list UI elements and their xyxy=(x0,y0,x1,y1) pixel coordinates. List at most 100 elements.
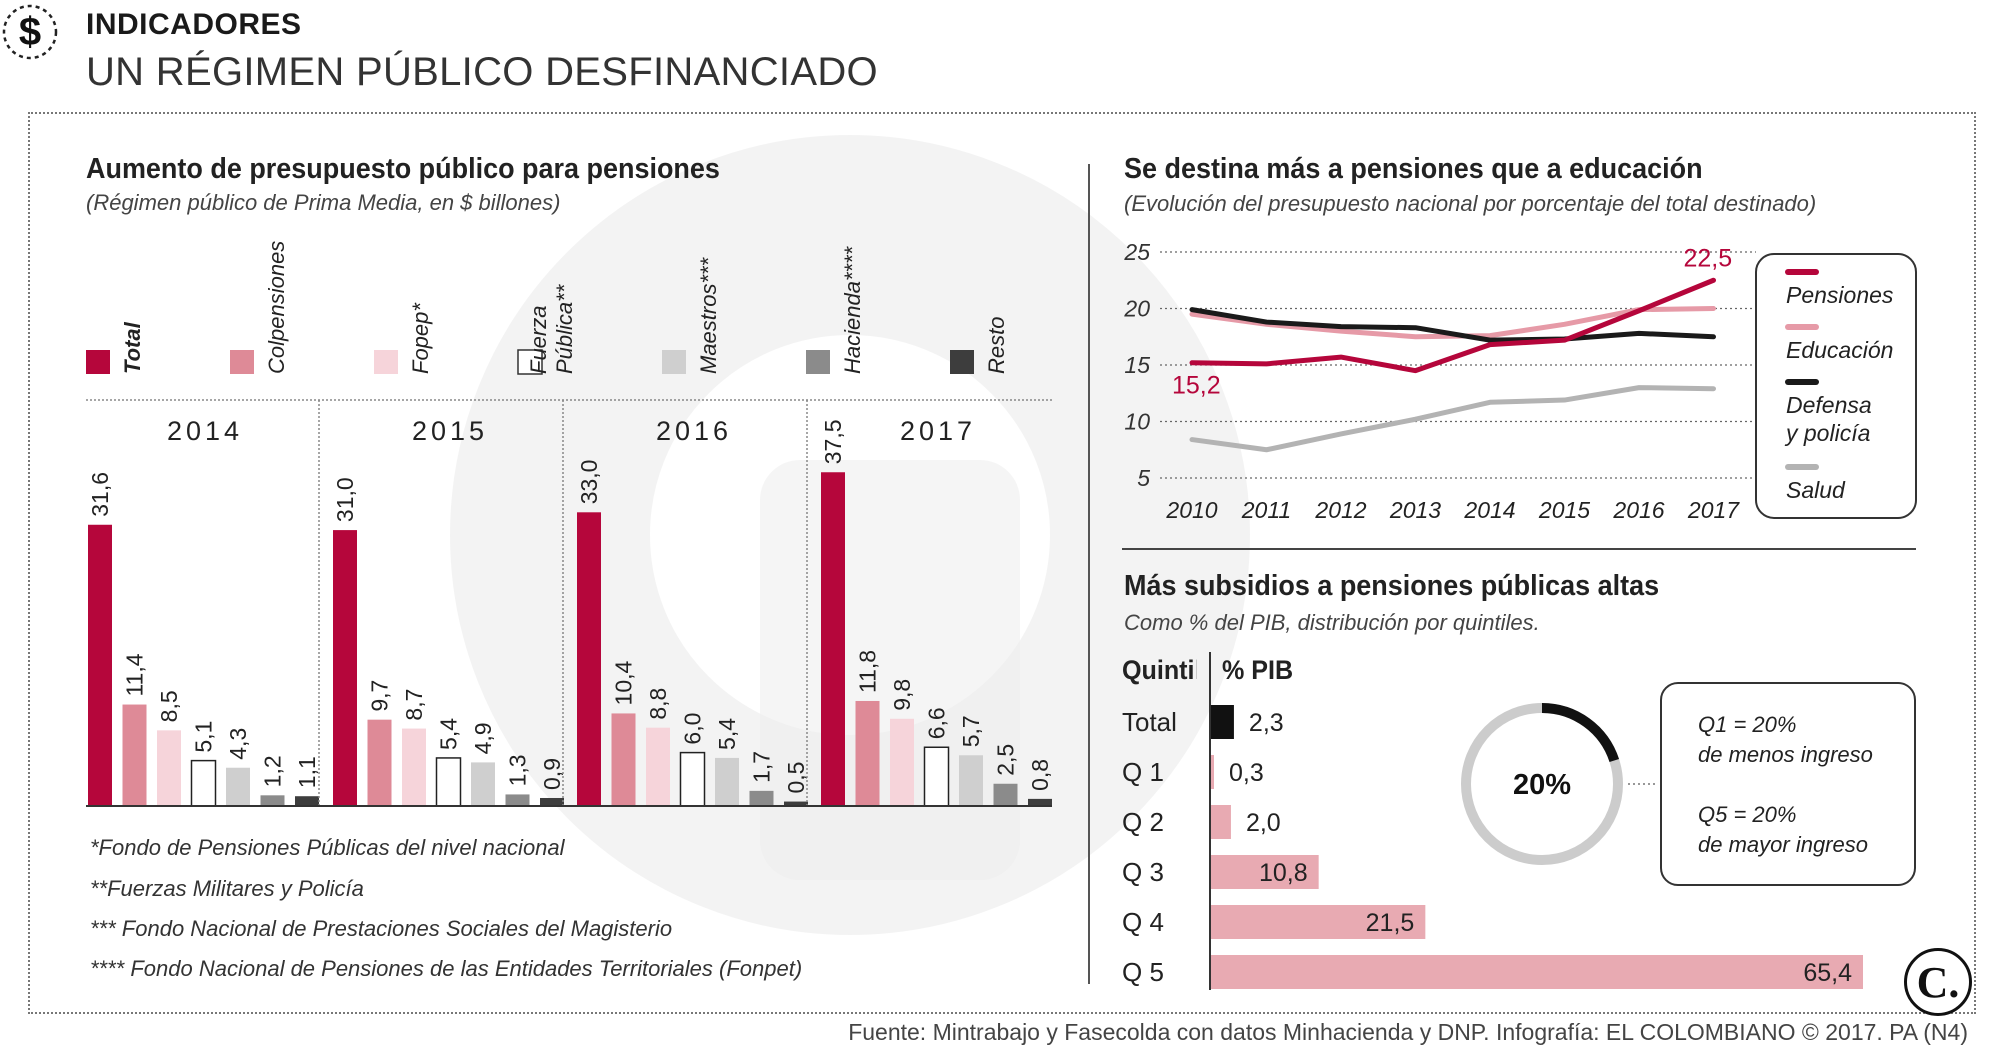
y-tick-20: 20 xyxy=(1123,296,1150,322)
bar-total-2014 xyxy=(88,524,112,806)
bar-value-colpensiones-2015: 9,7 xyxy=(367,680,393,712)
bar-fopep-2017 xyxy=(890,718,914,806)
column-divider xyxy=(1088,164,1090,984)
section-divider xyxy=(1122,548,1916,550)
bar-resto-2015 xyxy=(540,797,564,806)
bar-value-hacienda-2014: 1,2 xyxy=(260,755,286,787)
bar-value-maestros-2016: 5,4 xyxy=(714,718,740,750)
y-tick-5: 5 xyxy=(1137,465,1150,491)
bar-value-hacienda-2017: 2,5 xyxy=(993,744,1019,776)
line-chart-subtitle: (Evolución del presupuesto nacional por … xyxy=(1124,191,1817,216)
bar-chart-title: Aumento de presupuesto público para pens… xyxy=(86,153,720,185)
quintil-bar-q-3 xyxy=(1211,855,1319,889)
legend-swatch-fuerza-publica xyxy=(517,349,543,375)
quintil-bar-total xyxy=(1211,705,1234,739)
bar-value-fopep-2016: 8,8 xyxy=(645,688,671,720)
quintil-label-q-3: Q 3 xyxy=(1122,857,1164,887)
legend-label-defensa-y-policia: Defensa y policía xyxy=(1784,392,1872,446)
legend-label-educacion: Educación xyxy=(1786,337,1893,363)
pension-budget-bar-chart: Total Colpensiones Fopep* FuerzaPública** Ma… xyxy=(86,241,1053,807)
bar-value-fuerza-publica-2015: 5,4 xyxy=(436,718,462,750)
quintil-value-q-4: 21,5 xyxy=(1366,909,1415,937)
legend-swatch-total xyxy=(86,350,110,374)
bar-hacienda-2014 xyxy=(260,795,285,806)
bar-value-maestros-2017: 5,7 xyxy=(958,715,984,747)
x-tick-2015: 2015 xyxy=(1538,497,1590,523)
source-credit: Fuente: Mintrabajo y Fasecolda con datos… xyxy=(848,1019,1968,1045)
bar-value-maestros-2015: 4,9 xyxy=(470,722,496,754)
content-frame xyxy=(28,112,1976,1014)
bar-colpensiones-2016 xyxy=(611,713,636,806)
quintil-label-q-4: Q 4 xyxy=(1122,907,1164,937)
quintil-label-q-5: Q 5 xyxy=(1122,957,1164,987)
quintil-value-q-3: 10,8 xyxy=(1259,859,1308,887)
bar-colpensiones-2015 xyxy=(367,719,392,806)
bar-value-fopep-2017: 9,8 xyxy=(889,679,915,711)
bar-fopep-2016 xyxy=(646,727,670,806)
footnote-4: **** Fondo Nacional de Pensiones de las … xyxy=(90,956,803,981)
bar-value-resto-2016: 0,5 xyxy=(783,762,809,794)
footnote-2: **Fuerzas Militares y Policía xyxy=(90,876,364,901)
note-q1-desc: de menos ingreso xyxy=(1698,742,1873,767)
line-legend-box xyxy=(1755,253,1917,519)
quintil-bar-q-1 xyxy=(1211,755,1214,789)
note-q5: Q5 = 20% xyxy=(1698,802,1797,827)
bar-fuerza-publica-2014 xyxy=(190,759,217,807)
bar-value-total-2017: 37,5 xyxy=(820,419,846,464)
bar-value-resto-2017: 0,8 xyxy=(1027,759,1053,791)
quintil-value-q-5: 65,4 xyxy=(1803,959,1852,987)
quintil-value-q-2: 2,0 xyxy=(1246,809,1281,837)
legend-label-pensiones: Pensiones xyxy=(1786,282,1894,308)
x-tick-2013: 2013 xyxy=(1389,497,1441,523)
bar-value-resto-2015: 0,9 xyxy=(539,758,565,790)
bar-maestros-2017 xyxy=(959,755,983,806)
quintil-column-header: Quintil xyxy=(1122,655,1197,685)
year-label-2014: 2014 xyxy=(167,416,243,446)
legend-swatch-maestros xyxy=(662,350,686,374)
quintil-label-q-2: Q 2 xyxy=(1122,807,1164,837)
page-title: UN RÉGIMEN PÚBLICO DESFINANCIADO xyxy=(86,50,878,94)
bar-value-fopep-2015: 8,7 xyxy=(401,689,427,721)
y-tick-10: 10 xyxy=(1124,409,1150,435)
legend-label-colpensiones: Colpensiones xyxy=(264,241,289,374)
legend-label-fopep: Fopep* xyxy=(408,302,433,374)
bar-value-colpensiones-2017: 11,8 xyxy=(855,650,881,693)
pib-column-header: % PIB xyxy=(1222,655,1294,685)
legend-swatch-hacienda xyxy=(806,350,830,374)
quintil-label-q-1: Q 1 xyxy=(1122,757,1164,787)
quintil-note-box: Q1 = 20% de menos ingreso Q5 = 20% de ma… xyxy=(1660,682,1916,886)
bar-value-total-2016: 33,0 xyxy=(576,460,602,505)
bar-value-fopep-2014: 8,5 xyxy=(156,690,182,722)
bar-total-2016 xyxy=(577,512,601,806)
year-label-2017: 2017 xyxy=(900,416,976,446)
bar-total-2015 xyxy=(333,530,357,806)
bar-chart-subtitle: (Régimen público de Prima Media, en $ bi… xyxy=(86,190,561,215)
bar-colpensiones-2014 xyxy=(122,704,147,806)
bar-value-resto-2014: 1,1 xyxy=(294,756,320,788)
bar-value-colpensiones-2014: 11,4 xyxy=(122,653,148,696)
bar-value-fuerza-publica-2014: 5,1 xyxy=(191,721,217,753)
line-chart-title: Se destina más a pensiones que a educaci… xyxy=(1124,153,1703,185)
bar-value-total-2014: 31,6 xyxy=(87,472,113,517)
bar-fopep-2015 xyxy=(402,728,426,806)
bar-hacienda-2015 xyxy=(505,794,530,806)
line-defensa-y-policia xyxy=(1189,307,1716,343)
quintil-label-total: Total xyxy=(1122,707,1177,737)
bar-value-colpensiones-2016: 10,4 xyxy=(611,660,637,705)
donut-label: 20% xyxy=(1513,769,1571,801)
budget-share-line-chart: 5 10 15 20 25 2010 2011 2012 2013 2014 2015 2016 201… xyxy=(1123,239,1917,523)
el-colombiano-logo-icon: C. xyxy=(1904,948,1972,1016)
year-label-2015: 2015 xyxy=(412,416,488,446)
legend-swatch-colpensiones xyxy=(230,350,254,374)
line-salud xyxy=(1189,385,1716,453)
x-tick-2011: 2011 xyxy=(1241,497,1291,523)
bar-maestros-2015 xyxy=(471,762,495,806)
bar-resto-2014 xyxy=(295,796,319,806)
bar-fuerza-publica-2017 xyxy=(923,746,950,807)
bar-total-2017 xyxy=(821,472,845,806)
quintil-chart-subtitle: Como % del PIB, distribución por quintil… xyxy=(1124,610,1540,635)
x-tick-2017: 2017 xyxy=(1687,497,1740,523)
annotation-pensiones-2010: 15,2 xyxy=(1172,372,1221,400)
x-tick-2010: 2010 xyxy=(1165,497,1217,523)
